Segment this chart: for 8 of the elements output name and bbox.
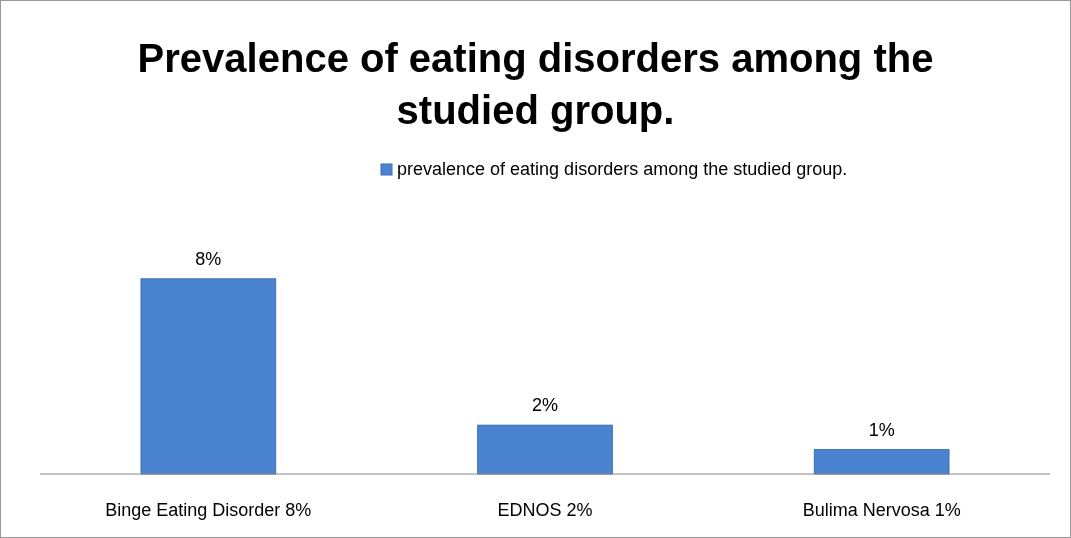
x-tick-label: EDNOS 2% <box>497 500 593 520</box>
data-label: 2% <box>531 395 559 416</box>
x-tick-label: Bulima Nervosa 1% <box>802 500 961 520</box>
legend-label: prevalence of eating disorders among the studied group. <box>397 159 848 179</box>
data-label: 1% <box>868 419 895 440</box>
x-tick-label: Binge Eating Disorder 8% <box>105 500 312 520</box>
data-label: 8% <box>195 248 222 269</box>
chart-title: Prevalence of eating disorders among the studied group. <box>137 36 934 132</box>
